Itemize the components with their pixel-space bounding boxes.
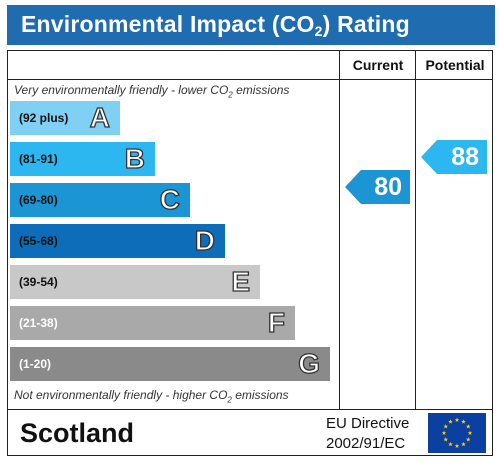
eu-star-icon — [465, 437, 471, 442]
band-f: (21-38) F — [10, 306, 295, 340]
band-g: (1-20) G — [10, 347, 330, 381]
band-letter: F — [267, 306, 285, 338]
eu-star-icon — [448, 441, 453, 447]
band-d: (55-68) D — [10, 224, 225, 258]
column-header-current: Current — [352, 57, 404, 73]
eu-star-icon — [448, 419, 453, 424]
eu-star-icon — [454, 417, 460, 422]
band-range-label: (81-91) — [19, 152, 58, 166]
top-note: Very environmentally friendly - lower CO… — [14, 83, 290, 100]
eu-star-icon — [443, 424, 449, 429]
header-divider — [7, 79, 493, 80]
current-rating-value: 80 — [374, 173, 402, 201]
country-label: Scotland — [20, 418, 135, 448]
eu-star-icon — [441, 430, 447, 435]
band-range-label: (55-68) — [19, 234, 58, 248]
title-bar: Environmental Impact (CO2) Rating — [7, 5, 495, 45]
eu-directive-line2: 2002/91/EC — [326, 435, 406, 452]
divider-potential — [415, 50, 416, 410]
footer-divider — [7, 409, 493, 410]
current-rating-arrow: 80 — [345, 170, 410, 204]
band-range-label: (1-20) — [19, 357, 52, 371]
divider-current — [339, 50, 340, 410]
eu-directive-line1: EU Directive — [326, 415, 410, 432]
eu-flag-icon — [428, 413, 486, 453]
band-range-label: (92 plus) — [19, 111, 69, 125]
eu-star-icon — [443, 437, 449, 442]
band-letter: B — [124, 142, 146, 174]
band-a: (92 plus) A — [10, 101, 120, 135]
eu-star-icon — [467, 430, 473, 435]
band-c: (69-80) C — [10, 183, 190, 217]
bottom-note: Not environmentally friendly - higher CO… — [14, 388, 289, 405]
eu-directive: EU Directive 2002/91/EC — [326, 414, 409, 454]
band-letter: E — [231, 265, 251, 297]
band-letter: C — [159, 183, 181, 215]
column-header-potential: Potential — [425, 57, 485, 73]
band-range-label: (69-80) — [19, 193, 58, 207]
potential-rating-value: 88 — [451, 143, 479, 171]
band-b: (81-91) B — [10, 142, 155, 176]
eu-star-icon — [465, 424, 471, 429]
band-range-label: (39-54) — [19, 275, 58, 289]
band-e: (39-54) E — [10, 265, 260, 299]
band-range-label: (21-38) — [19, 316, 58, 330]
eu-star-icon — [461, 441, 466, 447]
page-title: Environmental Impact (CO2) Rating — [21, 11, 410, 39]
rating-frame — [7, 50, 493, 456]
band-letter: D — [194, 224, 216, 256]
potential-rating-arrow: 88 — [421, 140, 487, 174]
eu-star-icon — [454, 443, 460, 448]
band-letter: A — [89, 101, 111, 133]
eu-star-icon — [461, 419, 466, 424]
band-letter: G — [298, 347, 321, 379]
